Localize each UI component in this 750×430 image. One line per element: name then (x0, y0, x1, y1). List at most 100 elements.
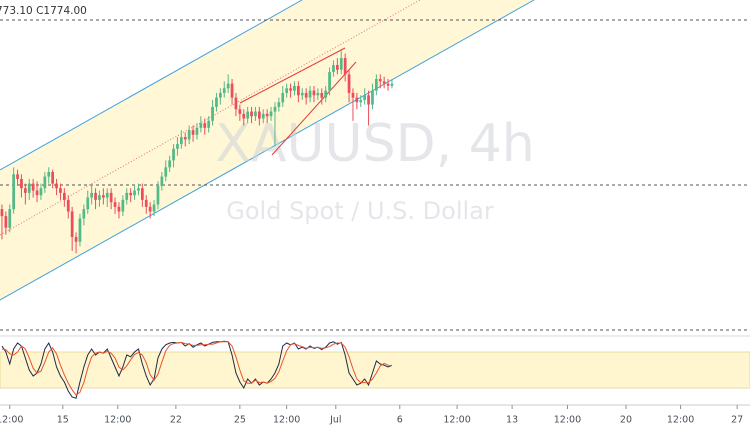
candle-body (351, 92, 355, 98)
x-tick-label: 12:00 (443, 415, 470, 426)
x-tick-label: 6 (397, 415, 403, 426)
x-tick-label: Jul (329, 415, 341, 426)
candle-body (296, 85, 300, 96)
candle-body (172, 148, 175, 161)
x-tick-label: 12:00 (554, 415, 581, 426)
candle-body (234, 97, 238, 110)
candle-body (324, 90, 328, 98)
candle-body (20, 178, 23, 189)
candle-body (355, 97, 359, 103)
candles (0, 48, 394, 254)
candle-body (125, 192, 129, 200)
candle-body (215, 97, 218, 107)
candle-body (257, 111, 261, 119)
candle-body (304, 92, 308, 98)
candle-body (242, 113, 246, 119)
candle-body (359, 99, 363, 103)
candle-body (339, 58, 343, 70)
candle-body (148, 206, 152, 212)
candle-body (254, 111, 257, 117)
candle-body (226, 83, 230, 89)
channel-upper-line (0, 0, 303, 171)
candle-body (62, 192, 66, 200)
candle-body (168, 160, 172, 168)
candle-body (191, 130, 195, 135)
candle-body (390, 83, 394, 86)
candle-body (289, 88, 292, 91)
x-tick-label: 27 (731, 415, 743, 426)
candle-body (98, 195, 101, 200)
candle-body (137, 188, 140, 191)
candle-body (70, 211, 74, 238)
candle-body (156, 185, 160, 205)
ohlc-label: 773.10 C1774.00 (0, 5, 87, 17)
candle-body (335, 65, 339, 70)
x-tick-label: 12:00 (273, 415, 300, 426)
candle-body (152, 204, 156, 212)
candle-body (218, 92, 222, 98)
x-tick-label: 12:00 (104, 415, 131, 426)
candle-body (347, 74, 351, 93)
candle-body (281, 92, 285, 103)
candle-body (160, 176, 164, 186)
candle-body (90, 192, 94, 198)
stochastic-band (0, 351, 750, 389)
x-tick-label: 15 (57, 415, 69, 426)
candle-body (105, 192, 109, 198)
candle-body (94, 192, 97, 200)
x-tick-label: 22 (170, 415, 182, 426)
candle-body (117, 206, 121, 212)
candle-body (375, 79, 378, 91)
candle-body (176, 144, 179, 149)
channel-mid-line (0, 0, 421, 236)
candle-body (121, 199, 125, 212)
candle-body (246, 111, 250, 119)
candle-body (133, 190, 136, 196)
candle-body (308, 90, 312, 98)
candle-body (207, 120, 211, 128)
candle-body (195, 127, 199, 135)
candle-body (187, 130, 191, 140)
candle-body (16, 174, 19, 179)
candle-body (203, 123, 207, 128)
trend-line (271, 61, 357, 156)
candle-body (343, 58, 347, 75)
x-axis: 12:00 15 12:00 22 25 12:00 Jul 6 12:00 13 12:00 20 1… (0, 405, 743, 426)
x-tick-label: 12:00 (0, 415, 23, 426)
candle-body (59, 188, 62, 193)
candle-body (51, 171, 55, 184)
stochastic-line (1, 340, 393, 399)
candle-body (109, 192, 113, 203)
candle-body (31, 183, 35, 191)
candle-body (285, 88, 289, 93)
candle-body (320, 92, 324, 98)
candle-body (273, 106, 277, 112)
candle-body (265, 113, 269, 117)
candle-body (261, 113, 265, 119)
candle-body (222, 88, 226, 93)
candle-body (238, 109, 242, 114)
candle-body (82, 209, 86, 219)
candle-body (328, 72, 331, 91)
candle-body (144, 199, 148, 207)
candle-body (43, 176, 47, 189)
x-tick-label: 12:00 (667, 415, 694, 426)
candle-body (0, 209, 4, 217)
stochastic-pane (0, 340, 750, 399)
candle-body (23, 188, 27, 193)
candle-body (332, 65, 335, 73)
stochastic-line (1, 341, 393, 396)
candle-body (8, 209, 12, 228)
candle-body (386, 83, 390, 86)
candle-body (211, 106, 214, 121)
candle-body (129, 192, 133, 196)
candle-body (199, 123, 203, 128)
candle-body (293, 85, 296, 91)
candle-body (300, 92, 304, 96)
candle-body (316, 92, 320, 96)
candle-body (230, 83, 234, 98)
candle-body (164, 167, 168, 177)
candle-body (27, 183, 31, 193)
